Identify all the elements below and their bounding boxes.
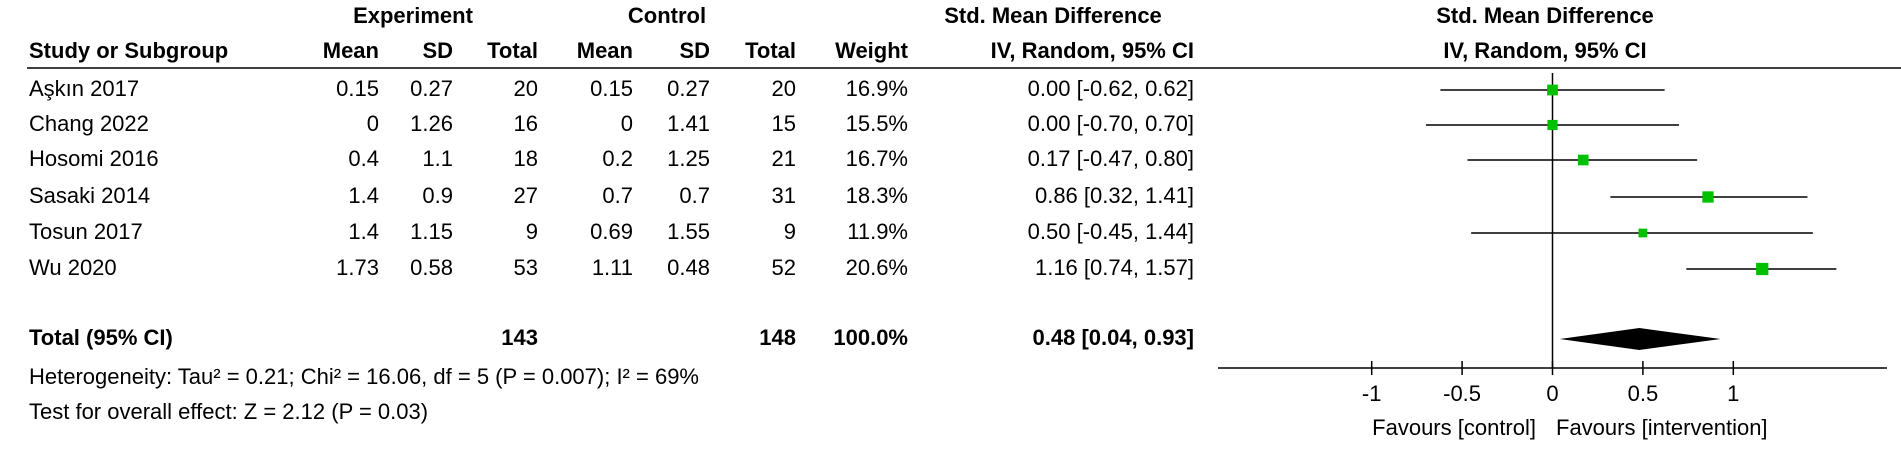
cell: 0.58 — [410, 255, 453, 280]
cell: 0.00 [-0.62, 0.62] — [1028, 76, 1194, 101]
column-header: SD — [422, 38, 453, 63]
cell: 1.11 — [592, 255, 633, 280]
cell: 20 — [772, 76, 796, 101]
favours-label: Favours [intervention] — [1556, 415, 1768, 440]
cell: 0.15 — [590, 76, 633, 101]
x-tick-label: 0.5 — [1628, 381, 1659, 406]
cell: 1.15 — [410, 219, 453, 244]
x-tick-label: 0 — [1546, 381, 1558, 406]
total-cell: 148 — [759, 325, 796, 350]
cell: 0.69 — [590, 219, 633, 244]
column-header: Total — [745, 38, 796, 63]
cell: 0.27 — [410, 76, 453, 101]
cell: 27 — [514, 183, 538, 208]
cell: 0.7 — [679, 183, 710, 208]
cell: 1.4 — [348, 183, 379, 208]
cell: 9 — [784, 219, 796, 244]
total-cell: 0.48 [0.04, 0.93] — [1033, 325, 1194, 350]
pooled-diamond — [1559, 328, 1721, 350]
column-header: Study or Subgroup — [29, 38, 228, 63]
cell: 15.5% — [846, 111, 908, 136]
total-cell: 143 — [501, 325, 538, 350]
cell: Tosun 2017 — [29, 219, 143, 244]
total-cell: 100.0% — [833, 325, 908, 350]
x-tick-label: -0.5 — [1443, 381, 1481, 406]
cell: 1.26 — [410, 111, 453, 136]
plot-title: Std. Mean Difference — [1436, 3, 1654, 28]
cell: 52 — [772, 255, 796, 280]
effect-marker — [1638, 228, 1648, 238]
cell: 0.00 [-0.70, 0.70] — [1028, 111, 1194, 136]
cell: 1.55 — [667, 219, 710, 244]
cell: 20.6% — [846, 255, 908, 280]
cell: Aşkın 2017 — [29, 76, 139, 101]
group-header: Std. Mean Difference — [944, 3, 1162, 28]
column-header: Mean — [577, 38, 633, 63]
column-header: Mean — [323, 38, 379, 63]
cell: 1.41 — [667, 111, 710, 136]
effect-marker — [1702, 191, 1714, 203]
cell: 1.4 — [348, 219, 379, 244]
cell: 1.1 — [422, 146, 453, 171]
cell: 20 — [514, 76, 538, 101]
cell: 0.17 [-0.47, 0.80] — [1028, 146, 1194, 171]
cell: 11.9% — [847, 219, 908, 244]
cell: 1.16 [0.74, 1.57] — [1035, 255, 1194, 280]
cell: 0.27 — [667, 76, 710, 101]
cell: Chang 2022 — [29, 111, 149, 136]
x-tick-label: 1 — [1727, 381, 1739, 406]
cell: 21 — [772, 146, 796, 171]
cell: 0.4 — [348, 146, 379, 171]
column-header: Total — [487, 38, 538, 63]
effect-marker — [1547, 84, 1558, 96]
cell: 1.73 — [336, 255, 379, 280]
cell: 16.7% — [846, 146, 908, 171]
plot-subtitle: IV, Random, 95% CI — [1443, 38, 1646, 63]
cell: 0.7 — [602, 183, 633, 208]
cell: Wu 2020 — [29, 255, 117, 280]
cell: 0 — [621, 111, 633, 136]
favours-label: Favours [control] — [1372, 415, 1536, 440]
cell: 9 — [526, 219, 538, 244]
cell: 16.9% — [846, 76, 908, 101]
column-header: IV, Random, 95% CI — [991, 38, 1194, 63]
group-header: Control — [628, 3, 706, 28]
cell: 31 — [772, 183, 796, 208]
x-tick-label: -1 — [1362, 381, 1382, 406]
cell: Sasaki 2014 — [29, 183, 150, 208]
heterogeneity: Heterogeneity: Tau² = 0.21; Chi² = 16.06… — [29, 364, 699, 389]
total-cell: Total (95% CI) — [29, 325, 173, 350]
column-header: SD — [679, 38, 710, 63]
effect-marker — [1547, 119, 1558, 131]
cell: 18 — [514, 146, 538, 171]
group-header: Experiment — [353, 3, 473, 28]
cell: 16 — [514, 111, 538, 136]
cell: 53 — [514, 255, 538, 280]
column-header: Weight — [835, 38, 909, 63]
cell: 0.15 — [336, 76, 379, 101]
cell: 0.86 [0.32, 1.41] — [1035, 183, 1194, 208]
cell: 0.2 — [602, 146, 633, 171]
cell: 15 — [772, 111, 796, 136]
cell: 0.48 — [667, 255, 710, 280]
effect-marker — [1756, 262, 1769, 276]
cell: 1.25 — [667, 146, 710, 171]
overall-test: Test for overall effect: Z = 2.12 (P = 0… — [29, 399, 428, 424]
cell: Hosomi 2016 — [29, 146, 159, 171]
cell: 0.50 [-0.45, 1.44] — [1028, 219, 1194, 244]
cell: 18.3% — [846, 183, 908, 208]
cell: 0 — [367, 111, 379, 136]
effect-marker — [1577, 154, 1589, 166]
cell: 0.9 — [422, 183, 453, 208]
